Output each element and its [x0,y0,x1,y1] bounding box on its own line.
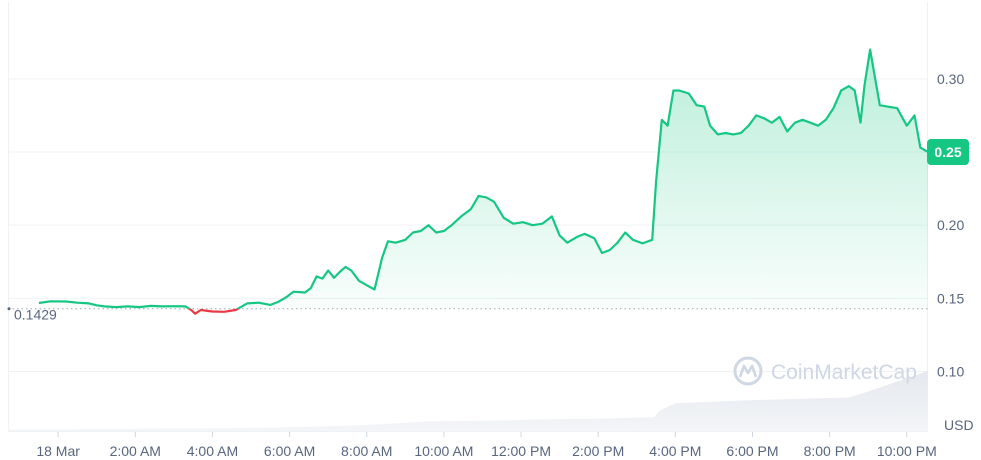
x-tick-label: 10:00 PM [877,443,937,459]
volume-area [8,371,928,431]
coinmarketcap-logo-icon [733,356,763,386]
reference-dot [7,307,11,311]
price-line-down [187,308,241,315]
x-tick-label: 8:00 AM [341,443,392,459]
x-tick-label: 8:00 PM [804,443,856,459]
x-tick-label: 6:00 PM [726,443,778,459]
y-tick-label: 0.15 [937,290,964,306]
x-tick-label: 18 Mar [36,443,80,459]
y-axis: 0.10 0.15 0.20 0.25 0.30 [937,71,964,380]
x-tick-label: 4:00 AM [187,443,238,459]
x-axis: 18 Mar 2:00 AM 4:00 AM 6:00 AM 8:00 AM 10:00 … [36,432,937,459]
watermark-text: CoinMarketCap [771,361,917,384]
y-tick-label: 0.10 [937,363,964,379]
x-tick-label: 6:00 AM [264,443,315,459]
coinmarketcap-watermark: CoinMarketCap [733,356,917,386]
reference-price-label: 0.1429 [14,307,57,323]
x-tick-label: 12:00 PM [491,443,551,459]
x-tick-label: 10:00 AM [414,443,473,459]
price-area-fill [38,49,928,314]
price-line-up [38,48,929,309]
x-tick-label: 4:00 PM [649,443,701,459]
y-tick-label: 0.20 [937,217,964,233]
x-tick-label: 2:00 AM [110,443,161,459]
current-price-badge-bg [927,138,969,165]
current-price-badge: 0.25 [927,138,969,165]
x-tick-label: 2:00 PM [572,443,624,459]
current-price-value: 0.25 [934,144,961,160]
y-tick-label: 0.30 [937,71,964,87]
currency-label: USD [944,417,974,433]
